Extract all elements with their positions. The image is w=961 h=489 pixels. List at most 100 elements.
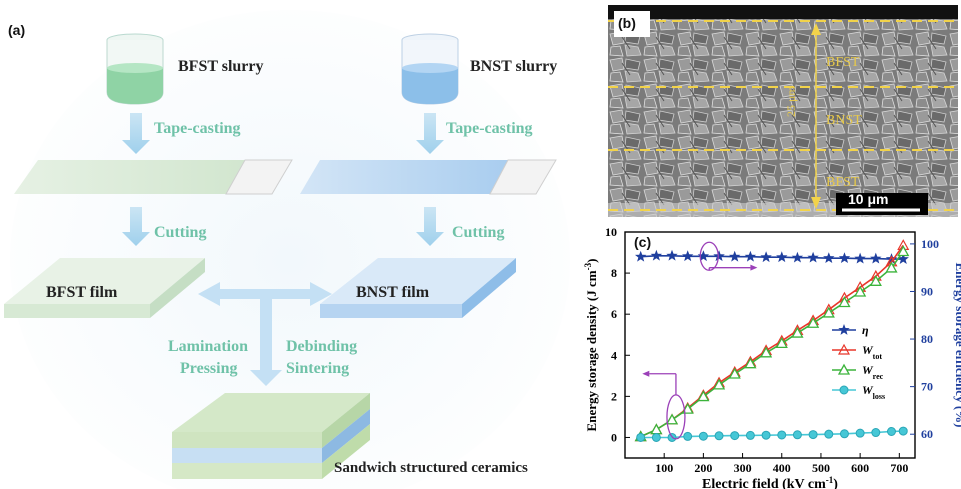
legend-label: Wrec [862,363,884,381]
y-left-tick-label: 8 [611,266,617,280]
slurry-right-label: BNST slurry [470,58,558,75]
y-right-tick-label: 60 [921,427,933,441]
data-point [871,428,881,438]
data-point [775,337,788,349]
y-left-tick-label: 4 [611,348,617,362]
step-tape-casting-right: Tape-casting [446,120,533,137]
data-point [807,251,819,263]
data-point [730,431,740,441]
legend-label: Wloss [862,383,885,401]
data-point [682,250,694,262]
y-right-tick-label: 80 [921,332,933,346]
data-point [651,432,661,442]
step-cutting-left: Cutting [154,224,207,241]
x-tick-label: 400 [773,461,791,475]
panel-b-label-box [614,11,650,37]
step-tape-casting-left: Tape-casting [154,120,241,137]
beaker-right-icon [401,33,459,105]
data-point [636,432,646,442]
step-cutting-right: Cutting [452,224,505,241]
panel-a-graphics [4,10,570,489]
panel-a: (a) BFST slurry BNST slurry Tape-casting… [4,10,570,489]
arrow-down-icon [416,113,444,154]
data-point [822,306,835,318]
step-pressing: Pressing [180,360,238,377]
thickness-label: 25 μm [784,86,798,117]
cross-arrow-icon [198,282,332,386]
data-point [759,346,773,358]
panel-c-label: (c) [634,234,652,250]
data-point [854,285,867,297]
thickness-arrow-icon [811,23,821,209]
panel-a-label: (a) [8,22,26,38]
x-tick-label: 100 [655,461,673,475]
data-point [650,249,663,261]
data-point [854,252,866,264]
data-point [650,423,663,435]
data-point [885,261,898,273]
data-point [683,431,693,441]
data-point [728,367,741,379]
panel-c: 100 200 300 400 500 600 700 0 2 4 6 8 10 60 70 80 90 100 E… [580,220,961,489]
y-right-tick-label: 100 [921,237,939,251]
data-point [745,430,755,440]
data-point [885,253,898,264]
data-point [666,249,678,261]
y-left-tick-label: 2 [611,389,617,403]
data-point [760,251,772,263]
data-point [792,430,802,440]
arrow-down-icon [416,207,444,246]
x-tick-label: 600 [851,461,869,475]
film-left [4,258,205,318]
tape-left [14,159,293,195]
data-point [898,426,908,436]
film-left-label: BFST film [46,284,118,301]
data-point [870,252,882,264]
legend-label: η [862,323,869,337]
slurry-left-label: BFST slurry [178,58,264,75]
data-point [698,431,708,441]
data-point [886,426,896,436]
data-point [761,430,771,440]
step-debinding: Debinding [286,338,358,355]
data-point [744,250,757,262]
data-point [838,252,851,263]
legend-label: Wtot [862,343,882,361]
panel-b-label: (b) [618,15,636,31]
data-point [897,245,910,257]
film-right [320,258,516,318]
y-left-tick-label: 10 [605,225,617,239]
data-point [807,316,820,328]
data-point [665,413,679,425]
film-right-label: BNST film [356,284,430,301]
data-point [777,430,787,440]
y-right-tick-label: 90 [921,284,933,298]
tape-right [300,159,557,195]
data-point [791,326,804,338]
data-point [635,250,647,262]
y-left-axis-label: Energy storage density (J cm-3) [583,259,599,432]
data-point [713,250,725,262]
data-point [697,390,710,402]
data-point [855,428,865,438]
series-line [640,244,904,438]
data-point [824,429,834,439]
layer-mid-label: BNST [826,113,862,128]
x-tick-label: 200 [694,461,712,475]
plot-frame [624,231,916,459]
energy-storage-chart: 100 200 300 400 500 600 700 0 2 4 6 8 10 60 70 80 90 100 E… [583,225,961,489]
annotation-arrowhead [642,370,650,377]
x-axis-label: Electric field (kV cm-1) [702,475,838,489]
data-point [839,429,849,439]
data-point [744,357,757,369]
layer-top-label: BFST [826,55,860,70]
data-point [697,250,710,262]
data-point [837,343,851,355]
scale-bar-label: 10 μm [848,191,889,207]
x-tick-label: 500 [812,461,830,475]
y-left-tick-label: 6 [611,307,617,321]
data-point [808,430,818,440]
data-point [776,251,788,263]
data-point [712,378,726,390]
sem-micrograph [608,5,958,217]
